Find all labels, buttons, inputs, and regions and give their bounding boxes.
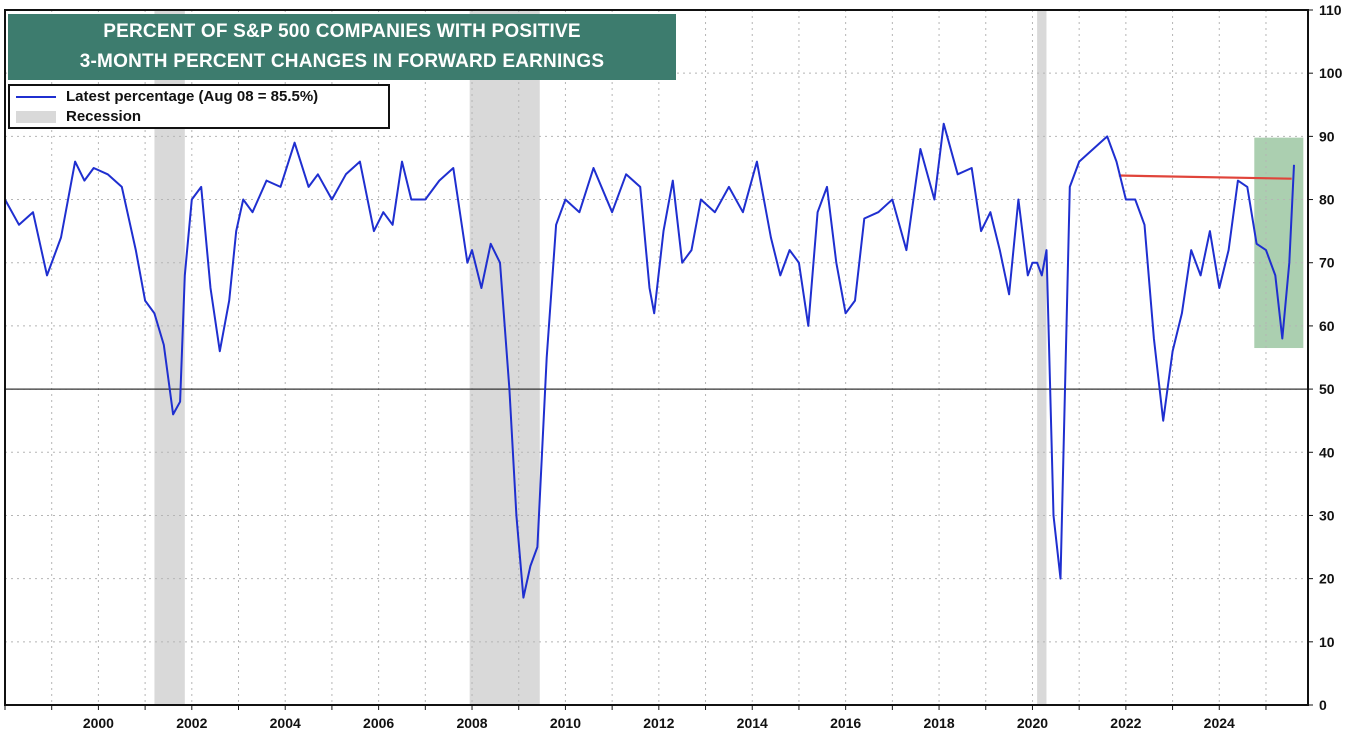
y-tick-label: 10 — [1319, 634, 1335, 650]
plot-border — [4, 9, 1309, 706]
y-tick-label: 50 — [1319, 381, 1335, 397]
x-tick-label: 2012 — [643, 715, 674, 731]
legend: Latest percentage (Aug 08 = 85.5%) Reces… — [8, 84, 390, 129]
y-tick-label: 40 — [1319, 444, 1335, 460]
chart-title: PERCENT OF S&P 500 COMPANIES WITH POSITI… — [8, 14, 676, 80]
reference-lines — [5, 174, 1308, 390]
x-tick-label: 2002 — [176, 715, 207, 731]
recession-band — [1037, 10, 1047, 705]
y-tick-label: 110 — [1319, 2, 1342, 18]
y-tick-label: 60 — [1319, 318, 1335, 334]
x-tick-label: 2018 — [923, 715, 954, 731]
highlight-box — [1254, 137, 1304, 349]
x-tick-label: 2022 — [1110, 715, 1141, 731]
x-tick-label: 2016 — [830, 715, 861, 731]
x-tick-label: 2020 — [1017, 715, 1048, 731]
x-tick-label: 2010 — [550, 715, 581, 731]
x-tick-label: 2000 — [83, 715, 114, 731]
legend-recession-swatch — [16, 110, 56, 123]
x-axis: 2000 2002 2004 2006 2008 2010 2012 2014 2016 2018… — [4, 705, 1267, 731]
y-tick-label: 90 — [1319, 128, 1335, 144]
legend-item-recession: Recession — [10, 108, 141, 125]
y-tick-label: 30 — [1319, 507, 1335, 523]
x-tick-label: 2006 — [363, 715, 394, 731]
legend-recession-label: Recession — [66, 108, 142, 125]
legend-series-label: Latest percentage (Aug 08 = 85.5%) — [66, 88, 319, 105]
y-tick-label: 20 — [1319, 571, 1335, 587]
legend-series-swatch — [16, 95, 56, 98]
chart-title-line2: 3-MONTH PERCENT CHANGES IN FORWARD EARNI… — [79, 51, 605, 72]
recession-band — [469, 10, 540, 705]
legend-item-series: Latest percentage (Aug 08 = 85.5%) — [10, 88, 318, 105]
y-axis: 0 10 20 30 40 50 60 70 80 90 100 110 — [1308, 2, 1343, 713]
x-tick-label: 2024 — [1204, 715, 1235, 731]
x-tick-label: 2008 — [456, 715, 487, 731]
series-layer — [4, 122, 1295, 599]
x-tick-label: 2014 — [737, 715, 768, 731]
series-line — [4, 122, 1295, 599]
x-tick-label: 2004 — [270, 715, 301, 731]
y-tick-label: 100 — [1319, 65, 1343, 81]
y-tick-label: 70 — [1319, 255, 1335, 271]
reference-line-red — [1118, 174, 1292, 180]
highlight-layer — [1254, 137, 1304, 349]
y-tick-label: 80 — [1319, 192, 1335, 208]
y-tick-label: 0 — [1319, 697, 1327, 713]
chart-title-line1: PERCENT OF S&P 500 COMPANIES WITH POSITI… — [103, 21, 581, 42]
